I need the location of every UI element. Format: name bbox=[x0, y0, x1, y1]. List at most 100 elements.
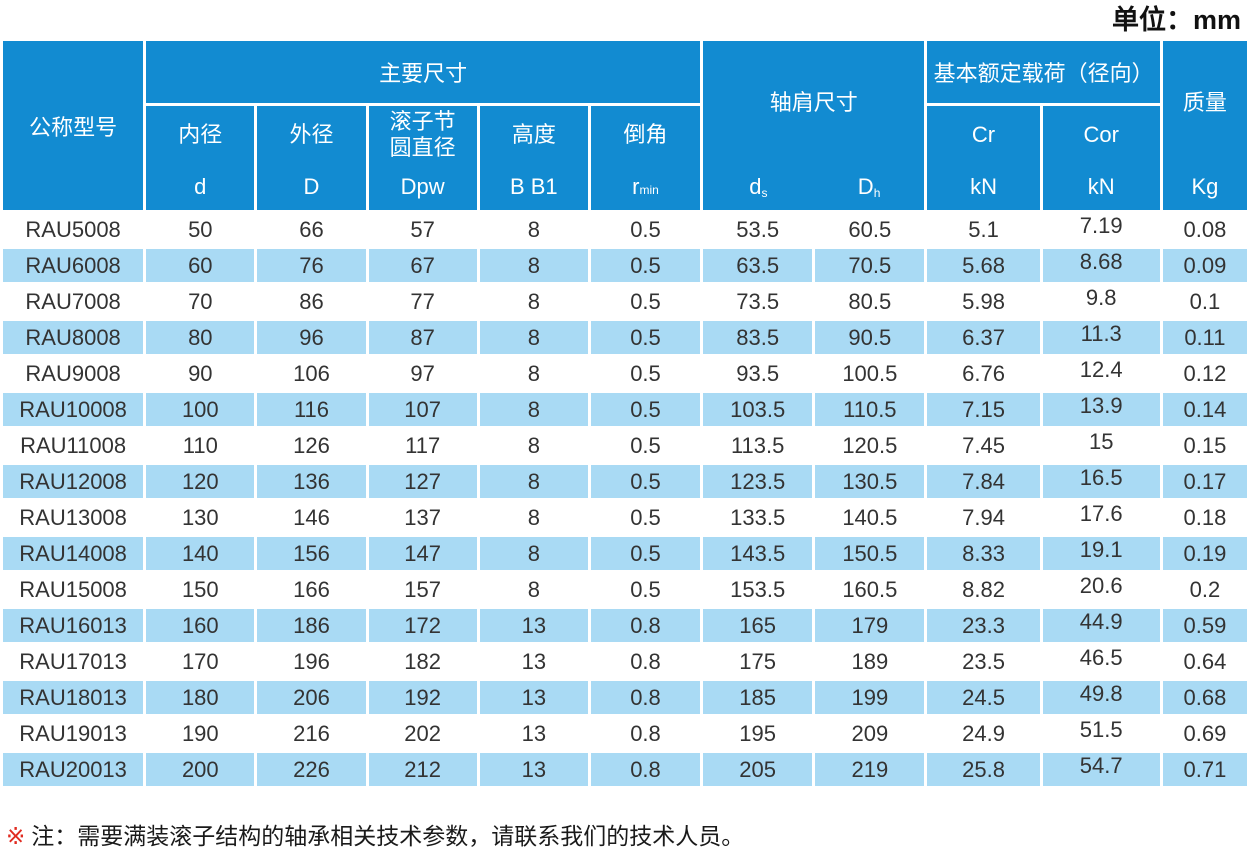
value-cell: 7.19 bbox=[1042, 213, 1160, 246]
value-cell: 8 bbox=[479, 249, 588, 282]
value-cell: 7.45 bbox=[927, 429, 1040, 462]
col-header-cr: Cr kN bbox=[927, 106, 1040, 210]
value-cell: 0.5 bbox=[590, 357, 701, 390]
value-cell: 8 bbox=[479, 285, 588, 318]
mass-unit: Kg bbox=[1191, 174, 1219, 199]
value-cell: 143.5 bbox=[703, 537, 813, 570]
value-cell: 7.84 bbox=[927, 465, 1040, 498]
value-cell: 0.5 bbox=[590, 285, 701, 318]
note-asterisk-icon: ※ bbox=[6, 823, 26, 849]
table-row: RAU16013 160 186 172 13 0.8 165 179 23.3 44.9 0.59 bbox=[3, 609, 1247, 642]
value-cell: 123.5 bbox=[703, 465, 813, 498]
value-cell: 50 bbox=[146, 213, 255, 246]
value-cell: 80 bbox=[146, 321, 255, 354]
table-row: RAU18013 180 206 192 13 0.8 185 199 24.5 49.8 0.68 bbox=[3, 681, 1247, 714]
value-cell: 107 bbox=[368, 393, 477, 426]
value-cell: 8 bbox=[479, 573, 588, 606]
value-cell: 17.6 bbox=[1042, 501, 1160, 534]
value-cell: 90.5 bbox=[815, 321, 925, 354]
value-cell: 24.5 bbox=[927, 681, 1040, 714]
value-cell: 133.5 bbox=[703, 501, 813, 534]
value-cell: 150.5 bbox=[815, 537, 925, 570]
value-cell: 147 bbox=[368, 537, 477, 570]
value-cell: 0.5 bbox=[590, 429, 701, 462]
spec-table: 公称型号 主要尺寸 轴肩尺寸 ds Dh 基本额定载荷（径向） 质量 Kg bbox=[0, 38, 1250, 789]
model-cell: RAU20013 bbox=[3, 753, 144, 786]
model-cell: RAU8008 bbox=[3, 321, 144, 354]
value-cell: 0.5 bbox=[590, 537, 701, 570]
model-cell: RAU6008 bbox=[3, 249, 144, 282]
value-cell: 54.7 bbox=[1042, 753, 1160, 786]
value-cell: 24.9 bbox=[927, 717, 1040, 750]
col-header-mass: 质量 Kg bbox=[1162, 41, 1247, 210]
value-cell: 13 bbox=[479, 609, 588, 642]
value-cell: 5.1 bbox=[927, 213, 1040, 246]
value-cell: 19.1 bbox=[1042, 537, 1160, 570]
value-cell: 212 bbox=[368, 753, 477, 786]
value-cell: 25.8 bbox=[927, 753, 1040, 786]
value-cell: 90 bbox=[146, 357, 255, 390]
value-cell: 195 bbox=[703, 717, 813, 750]
value-cell: 8 bbox=[479, 321, 588, 354]
value-cell: 200 bbox=[146, 753, 255, 786]
table-row: RAU11008 110 126 117 8 0.5 113.5 120.5 7.45 15 0.1… bbox=[3, 429, 1247, 462]
col-header-dh: Dh bbox=[857, 174, 881, 200]
col-header-outer-diameter: 外径 D bbox=[257, 106, 366, 210]
value-cell: 0.71 bbox=[1162, 753, 1247, 786]
value-cell: 8.82 bbox=[927, 573, 1040, 606]
table-row: RAU7008 70 86 77 8 0.5 73.5 80.5 5.98 9.8 0.1 bbox=[3, 285, 1247, 318]
value-cell: 46.5 bbox=[1042, 645, 1160, 678]
value-cell: 86 bbox=[257, 285, 366, 318]
col-group-main-dimensions: 主要尺寸 bbox=[146, 41, 701, 103]
value-cell: 76 bbox=[257, 249, 366, 282]
value-cell: 219 bbox=[815, 753, 925, 786]
model-cell: RAU15008 bbox=[3, 573, 144, 606]
value-cell: 110.5 bbox=[815, 393, 925, 426]
value-cell: 103.5 bbox=[703, 393, 813, 426]
value-cell: 117 bbox=[368, 429, 477, 462]
value-cell: 165 bbox=[703, 609, 813, 642]
value-cell: 80.5 bbox=[815, 285, 925, 318]
value-cell: 60 bbox=[146, 249, 255, 282]
value-cell: 0.8 bbox=[590, 645, 701, 678]
table-row: RAU19013 190 216 202 13 0.8 195 209 24.9 51.5 0.69 bbox=[3, 717, 1247, 750]
value-cell: 8 bbox=[479, 501, 588, 534]
value-cell: 116 bbox=[257, 393, 366, 426]
value-cell: 0.18 bbox=[1162, 501, 1247, 534]
value-cell: 0.59 bbox=[1162, 609, 1247, 642]
value-cell: 0.8 bbox=[590, 681, 701, 714]
value-cell: 185 bbox=[703, 681, 813, 714]
value-cell: 44.9 bbox=[1042, 609, 1160, 642]
value-cell: 172 bbox=[368, 609, 477, 642]
value-cell: 205 bbox=[703, 753, 813, 786]
value-cell: 8.68 bbox=[1042, 249, 1160, 282]
value-cell: 0.8 bbox=[590, 717, 701, 750]
value-cell: 166 bbox=[257, 573, 366, 606]
value-cell: 8.33 bbox=[927, 537, 1040, 570]
model-cell: RAU7008 bbox=[3, 285, 144, 318]
value-cell: 180 bbox=[146, 681, 255, 714]
value-cell: 0.68 bbox=[1162, 681, 1247, 714]
col-group-shoulder: 轴肩尺寸 ds Dh bbox=[703, 41, 925, 210]
value-cell: 6.76 bbox=[927, 357, 1040, 390]
model-cell: RAU18013 bbox=[3, 681, 144, 714]
value-cell: 0.5 bbox=[590, 321, 701, 354]
value-cell: 11.3 bbox=[1042, 321, 1160, 354]
value-cell: 206 bbox=[257, 681, 366, 714]
value-cell: 0.09 bbox=[1162, 249, 1247, 282]
col-header-chamfer: 倒角 r min bbox=[590, 106, 701, 210]
value-cell: 175 bbox=[703, 645, 813, 678]
col-header-inner-diameter: 内径 d bbox=[146, 106, 255, 210]
value-cell: 157 bbox=[368, 573, 477, 606]
model-cell: RAU14008 bbox=[3, 537, 144, 570]
value-cell: 49.8 bbox=[1042, 681, 1160, 714]
value-cell: 153.5 bbox=[703, 573, 813, 606]
value-cell: 100.5 bbox=[815, 357, 925, 390]
value-cell: 13.9 bbox=[1042, 393, 1160, 426]
footnote-text: 注：需要满装滚子结构的轴承相关技术参数，请联系我们的技术人员。 bbox=[31, 823, 745, 849]
value-cell: 77 bbox=[368, 285, 477, 318]
value-cell: 136 bbox=[257, 465, 366, 498]
value-cell: 12.4 bbox=[1042, 357, 1160, 390]
table-row: RAU8008 80 96 87 8 0.5 83.5 90.5 6.37 11.3 0.11 bbox=[3, 321, 1247, 354]
value-cell: 23.5 bbox=[927, 645, 1040, 678]
